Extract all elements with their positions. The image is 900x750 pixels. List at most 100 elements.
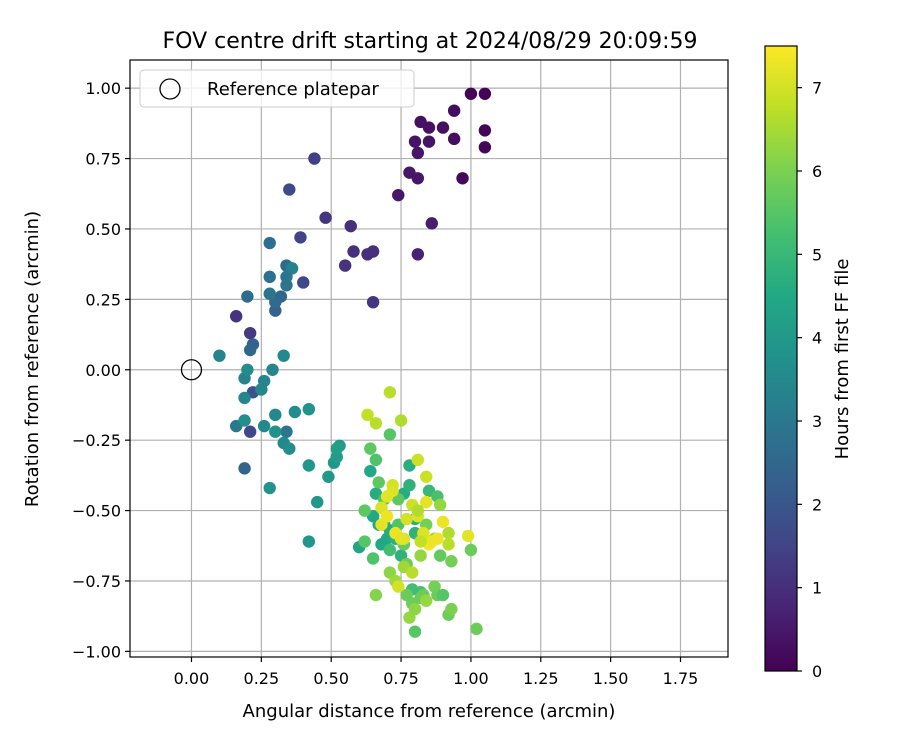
- y-axis-ticks: 1.00 0.75 0.50 0.25 0.00 −0.25 −0.50 −0.75 −1.00: [72, 79, 130, 661]
- y-tick-label: 0.50: [85, 220, 121, 239]
- data-point: [280, 279, 293, 292]
- data-point: [411, 504, 425, 517]
- data-point: [456, 172, 469, 185]
- data-point: [280, 425, 293, 438]
- data-point: [243, 425, 257, 438]
- data-point: [406, 566, 419, 579]
- data-point: [464, 87, 478, 100]
- data-point: [283, 442, 296, 455]
- data-point: [364, 442, 377, 455]
- data-point: [308, 152, 321, 165]
- data-point: [241, 290, 254, 303]
- data-point: [420, 594, 433, 607]
- data-point: [213, 349, 226, 362]
- data-point: [344, 219, 357, 233]
- data-point: [243, 326, 257, 340]
- data-point: [369, 588, 383, 602]
- colorbar-tick-label: 5: [812, 245, 822, 264]
- colorbar-tick-label: 1: [812, 579, 822, 598]
- data-point: [408, 602, 422, 616]
- y-axis-label: Rotation from reference (arcmin): [22, 211, 43, 507]
- data-point: [383, 386, 397, 399]
- chart-title: FOV centre drift starting at 2024/08/29 …: [163, 29, 698, 54]
- colorbar-tick-label: 3: [812, 412, 822, 431]
- legend-label-reference: Reference platepar: [207, 79, 379, 100]
- data-point: [478, 141, 492, 154]
- x-tick-label: 1.00: [453, 669, 489, 688]
- y-tick-label: −0.25: [72, 431, 121, 450]
- colorbar-label: Hours from first FF file: [832, 259, 853, 460]
- data-point: [478, 87, 492, 100]
- data-point: [383, 428, 397, 441]
- y-tick-label: 0.25: [85, 290, 121, 309]
- data-point: [369, 453, 383, 467]
- grid-lines: [130, 60, 728, 657]
- data-point: [229, 310, 243, 323]
- colorbar: [764, 45, 798, 672]
- data-point: [294, 231, 307, 244]
- colorbar-tick-label: 4: [812, 329, 822, 348]
- y-tick-label: 0.75: [85, 150, 121, 169]
- data-point: [263, 481, 276, 495]
- data-point: [358, 504, 371, 517]
- data-point: [470, 622, 483, 636]
- x-tick-label: 1.25: [523, 669, 559, 688]
- data-point: [447, 104, 461, 117]
- y-tick-label: −1.00: [72, 642, 121, 661]
- x-tick-label: 1.75: [663, 669, 699, 688]
- data-point: [311, 495, 324, 509]
- data-point: [445, 602, 458, 616]
- data-point: [302, 402, 316, 416]
- data-point: [411, 146, 425, 160]
- data-point: [297, 276, 310, 289]
- data-point: [263, 287, 276, 300]
- data-point: [400, 512, 413, 526]
- data-point: [366, 295, 380, 309]
- data-point: [392, 580, 405, 593]
- data-point: [302, 535, 316, 548]
- x-tick-label: 0.00: [174, 669, 210, 688]
- legend-marker-reference: [159, 78, 181, 100]
- data-point: [383, 543, 397, 557]
- data-point: [461, 529, 475, 543]
- data-point: [269, 425, 282, 438]
- data-point: [414, 549, 427, 562]
- data-point: [408, 135, 422, 148]
- data-point: [361, 248, 374, 261]
- data-point: [238, 462, 251, 475]
- reference-platepar-marker: [180, 359, 203, 381]
- data-points: [213, 87, 492, 638]
- data-point: [369, 417, 383, 430]
- data-point: [431, 532, 444, 545]
- x-axis-label: Angular distance from reference (arcmin): [243, 701, 616, 722]
- colorbar-tick-label: 7: [812, 79, 822, 98]
- plot-frame: [129, 59, 729, 658]
- data-point: [442, 538, 455, 551]
- data-point: [288, 405, 302, 419]
- colorbar-tick-label: 0: [812, 662, 822, 681]
- x-axis-ticks: 0.00 0.25 0.50 0.75 1.00 1.25 1.50 1.75: [174, 657, 699, 688]
- data-point: [266, 363, 279, 376]
- data-point: [422, 121, 436, 134]
- data-point: [319, 211, 332, 224]
- data-point: [464, 543, 478, 557]
- data-point: [420, 470, 433, 483]
- colorbar-tick-label: 6: [812, 162, 822, 181]
- data-point: [394, 414, 408, 427]
- data-point: [238, 391, 251, 405]
- data-point: [394, 532, 408, 545]
- data-point: [330, 442, 343, 455]
- data-point: [420, 495, 433, 509]
- data-point: [436, 515, 450, 529]
- x-tick-label: 1.50: [593, 669, 629, 688]
- colorbar-tick-label: 2: [812, 495, 822, 514]
- data-point: [338, 259, 352, 272]
- data-point: [255, 383, 268, 396]
- y-tick-label: −0.75: [72, 572, 121, 591]
- data-point: [422, 135, 436, 148]
- data-point: [283, 183, 296, 196]
- data-point: [442, 526, 455, 540]
- data-point: [425, 217, 438, 230]
- data-point: [347, 245, 360, 258]
